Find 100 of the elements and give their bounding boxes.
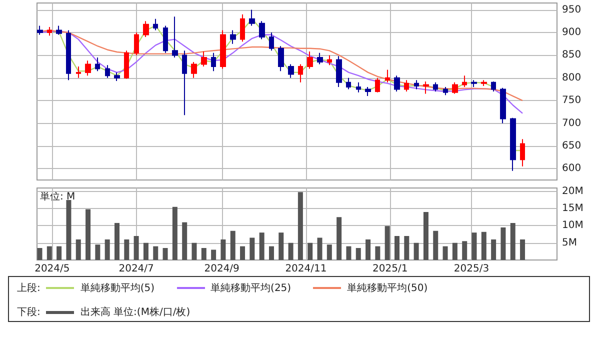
candlestick xyxy=(423,81,429,94)
bar xyxy=(433,230,438,260)
bar xyxy=(336,217,342,260)
candlestick xyxy=(471,80,477,88)
x-tick-label: 2024/5 xyxy=(34,264,70,274)
candlestick xyxy=(404,80,409,92)
candlestick xyxy=(143,20,149,38)
candlestick xyxy=(134,32,139,56)
candlestick xyxy=(105,64,110,78)
candlestick xyxy=(327,54,332,66)
candlestick xyxy=(114,72,120,82)
bar xyxy=(442,246,448,260)
candlestick xyxy=(182,50,187,116)
legend-label: 単純移動平均(5) xyxy=(80,282,155,295)
candlestick xyxy=(76,66,81,78)
bar xyxy=(250,238,255,260)
bar xyxy=(192,242,197,260)
legend-title: 下段: xyxy=(17,306,40,319)
bar xyxy=(268,246,274,260)
bar xyxy=(134,236,139,260)
candlestick xyxy=(346,77,351,90)
candlestick xyxy=(452,82,458,94)
x-tick-label: 2025/1 xyxy=(372,264,408,274)
candlestick xyxy=(385,69,390,83)
legend-title: 上段: xyxy=(17,282,40,295)
bar xyxy=(124,239,130,260)
bar xyxy=(230,230,236,260)
bar xyxy=(201,248,206,260)
bar xyxy=(308,242,313,260)
bar xyxy=(46,246,52,260)
candlestick xyxy=(249,9,255,26)
candlestick xyxy=(520,138,525,167)
candlestick xyxy=(201,51,207,68)
bar xyxy=(356,248,361,260)
bar xyxy=(326,244,332,260)
bar xyxy=(520,239,526,260)
candlestick xyxy=(230,30,236,44)
bar xyxy=(510,222,516,260)
bar xyxy=(76,239,81,260)
y-tick-label: 750 xyxy=(562,95,582,106)
candlestick xyxy=(163,25,168,54)
candlestick xyxy=(124,50,129,80)
legend-label: 単純移動平均(50) xyxy=(347,282,428,295)
y-tick-label: 600 xyxy=(562,163,582,174)
candlestick xyxy=(37,25,43,36)
candlestick xyxy=(491,81,496,92)
bar xyxy=(394,236,400,260)
y-tick-label: 15M xyxy=(562,203,584,214)
y-tick-label: 5M xyxy=(562,237,577,248)
bar xyxy=(375,246,380,260)
bar xyxy=(500,227,506,260)
candlestick xyxy=(375,77,380,93)
candlestick xyxy=(365,86,371,97)
bar xyxy=(95,244,100,260)
candlestick xyxy=(317,52,323,65)
candlestick xyxy=(191,62,197,78)
bar xyxy=(404,236,410,260)
x-tick-label: 2024/9 xyxy=(204,264,240,274)
candlestick xyxy=(153,18,158,31)
candlestick xyxy=(66,30,71,81)
bar xyxy=(66,200,72,260)
y-tick-label: 20M xyxy=(562,186,584,197)
bar xyxy=(462,241,468,260)
x-tick-label: 2024/7 xyxy=(118,264,154,274)
candlestick xyxy=(56,25,62,36)
bar xyxy=(278,232,284,260)
candlestick xyxy=(336,56,342,88)
candlestick xyxy=(462,75,467,88)
candlestick xyxy=(95,56,100,72)
candlestick xyxy=(47,26,52,36)
bar xyxy=(143,242,148,260)
bar xyxy=(384,226,390,260)
y-tick-label: 650 xyxy=(562,140,582,152)
candlestick xyxy=(481,80,487,87)
bar xyxy=(104,239,110,260)
candlestick xyxy=(278,46,284,72)
x-tick-label: 2025/3 xyxy=(454,264,490,274)
candlestick xyxy=(211,52,216,72)
candlestick xyxy=(394,75,400,92)
candlestick xyxy=(307,51,313,70)
candlestick xyxy=(240,14,245,42)
candlestick xyxy=(85,60,91,76)
bar xyxy=(56,246,62,260)
y-tick-label: 800 xyxy=(562,72,582,84)
candlestick xyxy=(269,32,274,52)
bar xyxy=(317,238,322,260)
bar xyxy=(366,239,371,260)
candlestick xyxy=(433,82,438,92)
y-tick-label: 900 xyxy=(562,27,582,38)
bar xyxy=(298,192,303,260)
bar xyxy=(414,242,419,260)
candlestick xyxy=(356,82,361,93)
bar xyxy=(288,242,294,260)
bar xyxy=(220,239,226,260)
y-tick-label: 10M xyxy=(562,220,584,232)
bar xyxy=(86,209,91,260)
y-tick-label: 950 xyxy=(562,4,582,16)
bar xyxy=(481,232,486,260)
bar xyxy=(423,212,428,260)
candlestick xyxy=(500,87,506,124)
